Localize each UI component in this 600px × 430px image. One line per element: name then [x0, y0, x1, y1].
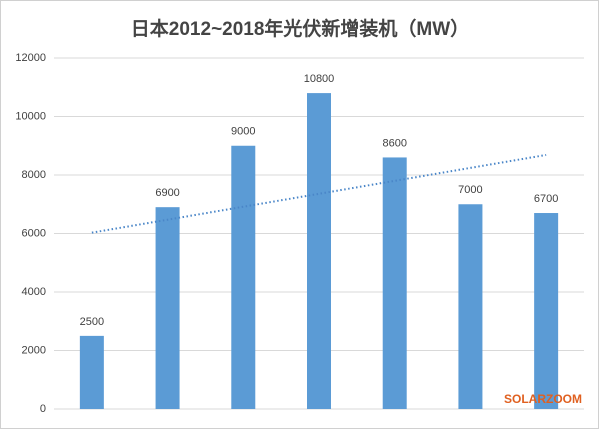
bar: [534, 213, 559, 409]
bar: [79, 335, 104, 409]
y-tick-label: 10000: [15, 110, 46, 122]
watermark: SOLARZOOM: [504, 392, 582, 406]
bar: [307, 93, 331, 409]
trendline: [91, 153, 547, 234]
data-label: 6700: [534, 193, 558, 205]
bar: [458, 204, 483, 409]
bar: [231, 145, 256, 409]
data-label: 10800: [304, 73, 335, 85]
y-tick-label: 0: [40, 403, 46, 415]
bar: [382, 157, 407, 409]
y-tick-label: 2000: [22, 344, 46, 356]
data-label: 6900: [155, 187, 179, 199]
y-tick-label: 12000: [15, 52, 46, 64]
y-tick-label: 4000: [22, 286, 46, 298]
y-tick-label: 8000: [22, 169, 46, 181]
bar: [155, 207, 180, 409]
chart-title: 日本2012~2018年光伏新增装机（MW）: [131, 17, 469, 40]
data-label: 2500: [80, 316, 104, 328]
data-label: 7000: [458, 184, 482, 196]
y-tick-label: 6000: [22, 227, 46, 239]
data-label: 9000: [231, 126, 255, 138]
data-label: 8600: [382, 137, 406, 149]
